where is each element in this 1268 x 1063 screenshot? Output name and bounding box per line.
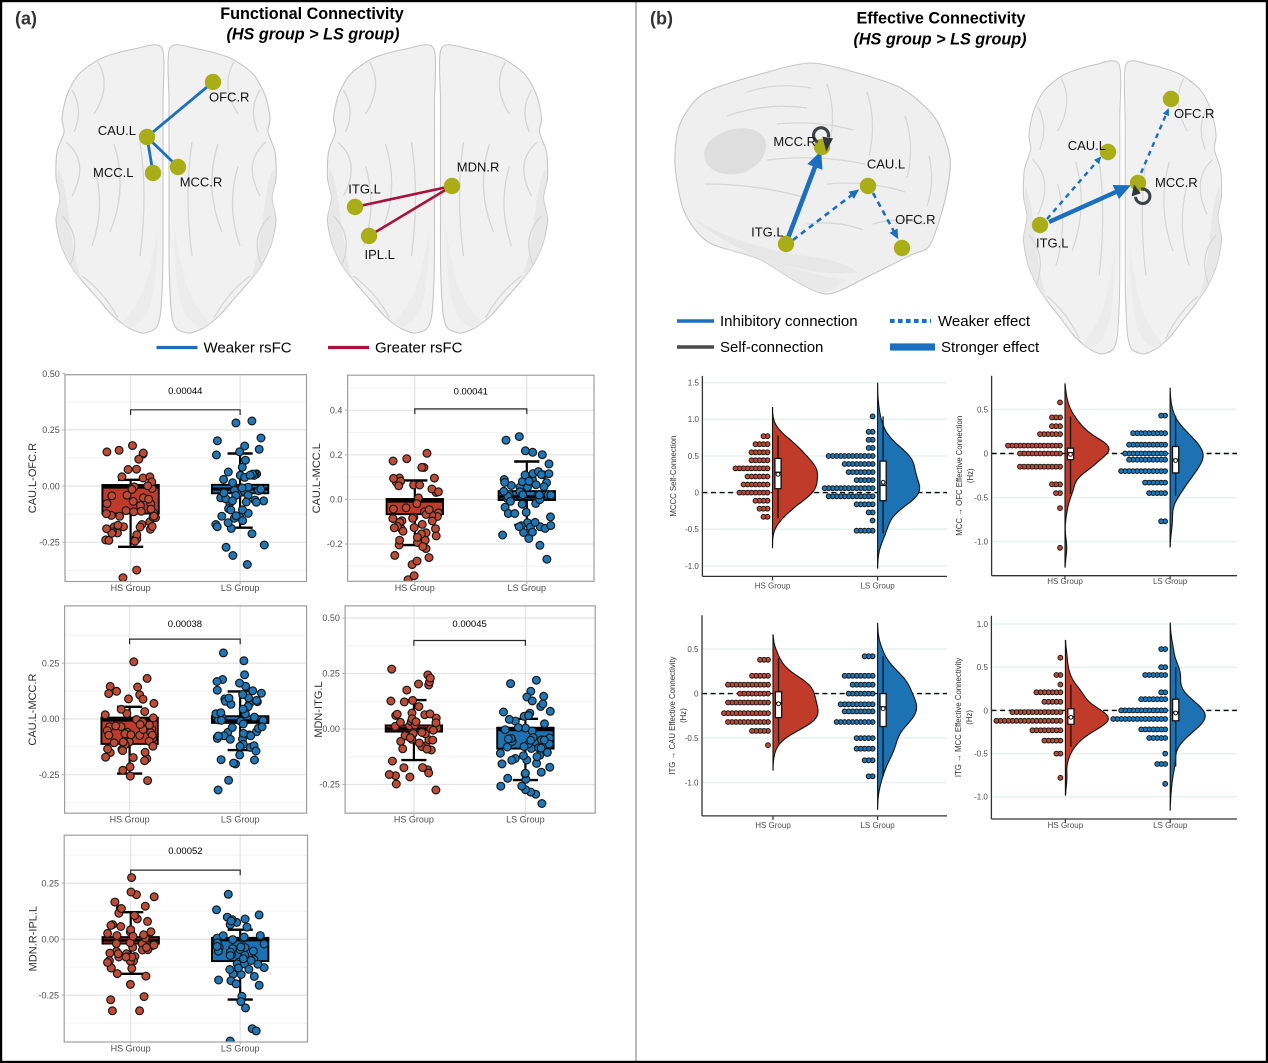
svg-text:ITG → CAU Effective Connectivi: ITG → CAU Effective Connectivity [668, 656, 677, 774]
svg-text:0: 0 [694, 489, 699, 498]
svg-text:0.00: 0.00 [42, 714, 60, 724]
svg-text:HS Group: HS Group [395, 583, 435, 593]
svg-text:0.2: 0.2 [330, 450, 343, 460]
svg-text:CAU.L-MCC.R: CAU.L-MCC.R [27, 673, 39, 745]
svg-text:OFC.R: OFC.R [209, 90, 249, 105]
svg-text:-0.5: -0.5 [685, 525, 699, 534]
svg-text:ITG.L: ITG.L [1036, 236, 1069, 251]
svg-text:0.00044: 0.00044 [168, 386, 202, 397]
svg-text:MCC.R: MCC.R [773, 134, 816, 149]
svg-text:CAU.L-MCC.L: CAU.L-MCC.L [311, 443, 323, 513]
svg-text:-0.5: -0.5 [974, 750, 988, 759]
svg-text:Weaker effect: Weaker effect [938, 313, 1031, 330]
svg-text:(Hz): (Hz) [966, 468, 975, 483]
svg-text:0.00038: 0.00038 [168, 619, 202, 630]
svg-text:0.25: 0.25 [41, 878, 59, 888]
svg-text:0.5: 0.5 [688, 452, 700, 461]
svg-text:-0.5: -0.5 [685, 734, 699, 743]
svg-text:ITG.L: ITG.L [751, 225, 784, 240]
svg-text:MCC → OFC Effective Connection: MCC → OFC Effective Connection [955, 416, 964, 536]
svg-text:0.25: 0.25 [322, 669, 340, 679]
svg-text:MCC.R: MCC.R [1155, 175, 1198, 190]
svg-text:CAU.L: CAU.L [1068, 138, 1106, 153]
svg-text:0.5: 0.5 [687, 645, 699, 654]
svg-text:LS Group: LS Group [860, 821, 895, 830]
svg-text:-0.25: -0.25 [38, 990, 59, 1000]
svg-text:CAU.L-OFC.R: CAU.L-OFC.R [27, 443, 39, 513]
svg-text:0.00: 0.00 [41, 934, 59, 944]
svg-text:MCC.R: MCC.R [180, 175, 223, 190]
svg-text:-0.25: -0.25 [39, 770, 60, 780]
svg-text:ITG.L: ITG.L [348, 181, 381, 196]
svg-text:OFC.R: OFC.R [1174, 106, 1214, 121]
svg-text:MCCC Self-Connection: MCCC Self-Connection [669, 436, 678, 517]
svg-text:0.5: 0.5 [977, 663, 989, 672]
svg-text:LS Group: LS Group [221, 815, 260, 825]
svg-text:Self-connection: Self-connection [720, 339, 823, 356]
svg-text:-0.5: -0.5 [974, 493, 988, 502]
svg-text:Greater rsFC: Greater rsFC [375, 340, 463, 357]
svg-text:0: 0 [694, 690, 699, 699]
svg-text:LS Group: LS Group [221, 1044, 260, 1054]
svg-text:0.4: 0.4 [330, 405, 343, 415]
svg-text:1.0: 1.0 [688, 415, 700, 424]
svg-text:-0.25: -0.25 [319, 780, 340, 790]
svg-text:-1.0: -1.0 [685, 778, 699, 787]
svg-text:-1.0: -1.0 [685, 562, 699, 571]
svg-text:HS Group: HS Group [1048, 821, 1084, 830]
svg-text:HS Group: HS Group [755, 582, 791, 591]
svg-text:0: 0 [984, 449, 989, 458]
svg-text:HS Group: HS Group [111, 1044, 151, 1054]
svg-text:Inhibitory connection: Inhibitory connection [720, 313, 858, 330]
svg-text:Weaker rsFC: Weaker rsFC [204, 340, 292, 357]
svg-text:0.50: 0.50 [42, 369, 60, 379]
svg-text:CAU.L: CAU.L [867, 156, 905, 171]
svg-text:LS Group: LS Group [1153, 821, 1188, 830]
svg-text:1.5: 1.5 [688, 379, 700, 388]
svg-text:HS Group: HS Group [110, 815, 150, 825]
svg-text:OFC.R: OFC.R [895, 212, 935, 227]
svg-text:0.00052: 0.00052 [168, 846, 202, 857]
svg-text:(Hz): (Hz) [965, 710, 974, 725]
svg-text:0.00041: 0.00041 [454, 387, 488, 398]
svg-text:Effective Connectivity: Effective Connectivity [856, 9, 1025, 27]
svg-text:HS Group: HS Group [755, 821, 791, 830]
svg-text:-0.2: -0.2 [327, 539, 343, 549]
svg-text:-1.0: -1.0 [974, 793, 988, 802]
svg-text:LS Group: LS Group [1153, 577, 1188, 586]
svg-text:MDN-ITG.L: MDN-ITG.L [313, 681, 325, 737]
svg-text:(a): (a) [15, 9, 37, 29]
svg-text:0.00: 0.00 [42, 481, 60, 491]
svg-text:IPL.L: IPL.L [365, 247, 395, 262]
svg-text:0.5: 0.5 [977, 405, 989, 414]
svg-text:-1.0: -1.0 [974, 538, 988, 547]
svg-text:MCC.L: MCC.L [93, 165, 133, 180]
svg-text:(b): (b) [650, 9, 673, 29]
svg-text:(Hz): (Hz) [679, 708, 688, 723]
svg-text:Functional Connectivity: Functional Connectivity [220, 5, 403, 23]
svg-text:1.0: 1.0 [977, 620, 989, 629]
svg-text:HS Group: HS Group [111, 583, 151, 593]
svg-text:MDN.R-IPL.L: MDN.R-IPL.L [28, 906, 40, 971]
svg-text:LS Group: LS Group [508, 583, 547, 593]
svg-text:0.50: 0.50 [322, 613, 340, 623]
svg-text:CAU.L: CAU.L [98, 123, 136, 138]
svg-text:(HS group > LS group): (HS group > LS group) [853, 30, 1026, 48]
svg-text:0.25: 0.25 [42, 425, 60, 435]
svg-text:LS Group: LS Group [860, 582, 895, 591]
svg-text:0.00: 0.00 [322, 724, 340, 734]
svg-text:HS Group: HS Group [394, 815, 434, 825]
svg-text:LS Group: LS Group [506, 815, 545, 825]
svg-text:Stronger effect: Stronger effect [941, 339, 1040, 356]
svg-text:0.0: 0.0 [330, 495, 343, 505]
svg-text:0.25: 0.25 [42, 658, 60, 668]
svg-text:ITG → MCC Effective Connectivi: ITG → MCC Effective Connectivity [954, 658, 963, 778]
svg-text:MDN.R: MDN.R [457, 160, 500, 175]
svg-text:0: 0 [983, 706, 988, 715]
svg-text:0.00045: 0.00045 [452, 619, 486, 630]
svg-text:LS Group: LS Group [221, 583, 260, 593]
svg-text:HS Group: HS Group [1047, 577, 1083, 586]
svg-text:(HS group > LS group): (HS group > LS group) [226, 26, 399, 44]
svg-text:-0.25: -0.25 [39, 538, 60, 548]
